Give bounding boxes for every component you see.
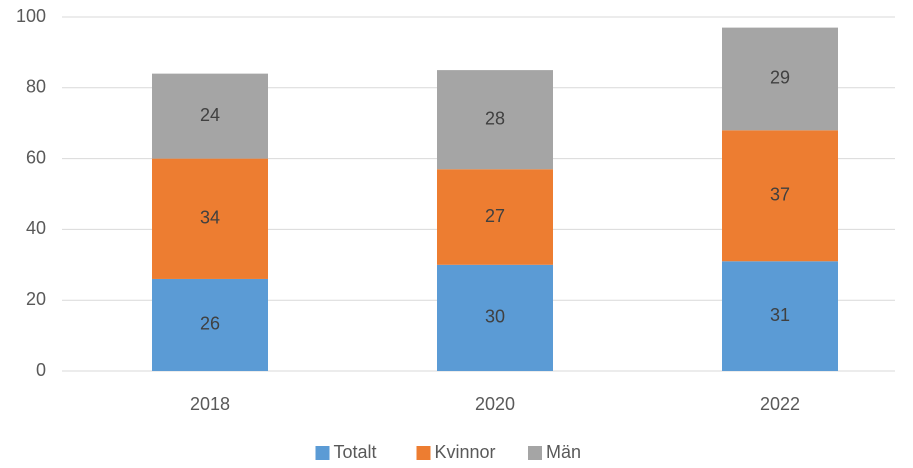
y-tick-label: 80: [26, 77, 46, 97]
y-tick-label: 40: [26, 218, 46, 238]
bar-segment: [437, 70, 553, 170]
data-label: 29: [770, 68, 790, 88]
data-label: 30: [485, 307, 505, 327]
bar-segment: [437, 169, 553, 265]
bar-segment: [152, 158, 268, 279]
y-tick-label: 20: [26, 289, 46, 309]
x-tick-label: 2018: [190, 394, 230, 414]
x-tick-label: 2020: [475, 394, 515, 414]
legend-label: Kvinnor: [435, 442, 496, 462]
bar-segment: [722, 130, 838, 262]
data-label: 24: [200, 105, 220, 125]
data-label: 37: [770, 185, 790, 205]
x-tick-label: 2022: [760, 394, 800, 414]
legend-swatch: [528, 446, 542, 460]
data-label: 28: [485, 108, 505, 128]
legend-label: Totalt: [334, 442, 377, 462]
data-label: 27: [485, 206, 505, 226]
data-label: 31: [770, 305, 790, 325]
legend-swatch: [416, 446, 431, 460]
y-tick-label: 60: [26, 147, 46, 167]
bar-segment: [722, 27, 838, 131]
data-label: 34: [200, 208, 220, 228]
legend-label: Män: [546, 442, 581, 462]
legend-swatch: [315, 446, 330, 460]
bar-segment: [152, 278, 268, 371]
y-tick-label: 0: [36, 360, 46, 380]
data-label: 26: [200, 314, 220, 334]
bar-segment: [152, 73, 268, 159]
y-tick-label: 100: [16, 6, 46, 26]
bar-segment: [437, 264, 553, 371]
bar-segment: [722, 261, 838, 371]
